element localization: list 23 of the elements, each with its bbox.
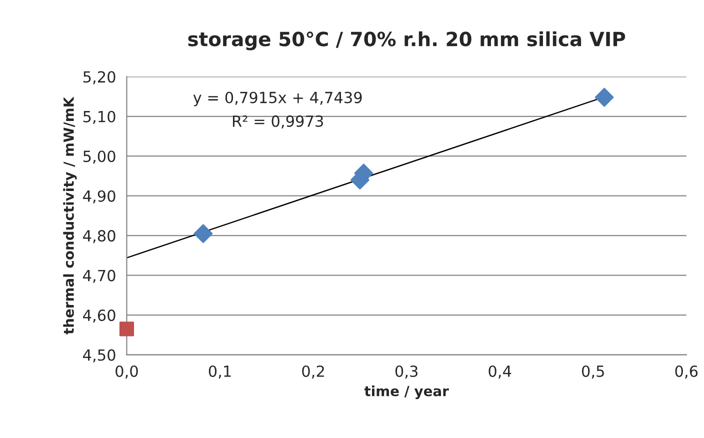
chart-title: storage 50°C / 70% r.h. 20 mm silica VIP [188,31,626,50]
y-tick-label: 4,80 [83,230,116,244]
annotation: R² = 0,9973 [232,115,323,128]
x-tick-label: 0,6 [675,365,698,379]
y-tick-label: 4,50 [83,349,116,362]
point [194,224,213,244]
x-tick-label: 0,5 [582,365,604,379]
y-tick-label: 5,20 [83,71,116,84]
y-tick-label: 5,10 [83,110,116,124]
y-axis-title: thermal conductivity / mW/mK [63,96,77,334]
x-tick-label: 0,2 [302,365,324,379]
x-tick-label: 0,3 [395,365,418,379]
x-tick-label: 0,4 [488,365,512,379]
y-tick-label: 4,70 [83,270,116,283]
point [594,88,614,107]
y-tick-label: 5,00 [83,150,116,164]
x-tick-label: 0,1 [208,365,231,379]
point [119,322,134,336]
y-tick-label: 4,60 [83,310,116,323]
annotation: y = 0,7915x + 4,7439 [193,92,362,106]
x-tick-label: 0,0 [116,365,138,379]
x-axis-title: time / year [364,386,449,400]
y-tick-label: 4,90 [83,190,116,204]
